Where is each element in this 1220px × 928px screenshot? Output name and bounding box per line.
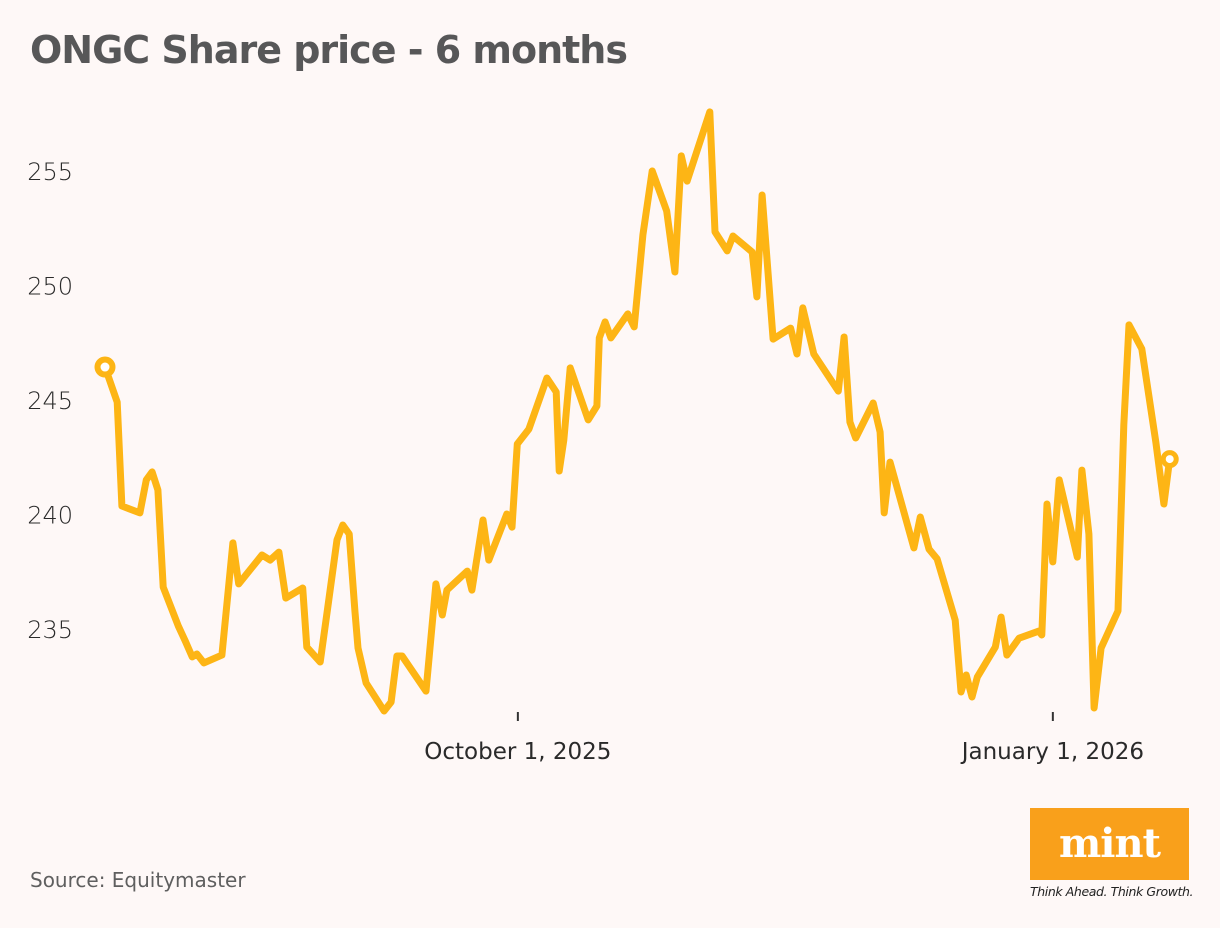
x-axis: October 1, 2025 January 1, 2026 (424, 712, 1144, 765)
x-tick-label: January 1, 2026 (960, 739, 1144, 765)
y-tick-label: 245 (27, 387, 73, 415)
logo-wordmark: mint (1058, 820, 1161, 867)
y-tick-label: 235 (27, 616, 73, 644)
x-tick-label: October 1, 2025 (424, 739, 611, 765)
plot-area (94, 108, 1179, 715)
mint-logo: mint (1030, 808, 1189, 880)
price-line (101, 108, 1174, 715)
chart-title: ONGC Share price - 6 months (30, 28, 628, 72)
source-note: Source: Equitymaster (30, 868, 246, 892)
y-axis: 235 240 245 250 255 (27, 158, 73, 644)
y-tick-label: 255 (27, 158, 73, 186)
end-point-marker (1160, 450, 1179, 469)
y-tick-label: 250 (27, 273, 73, 301)
y-tick-label: 240 (27, 502, 73, 530)
logo-tagline: Think Ahead. Think Growth. (1030, 884, 1194, 899)
start-point-marker (94, 356, 116, 378)
